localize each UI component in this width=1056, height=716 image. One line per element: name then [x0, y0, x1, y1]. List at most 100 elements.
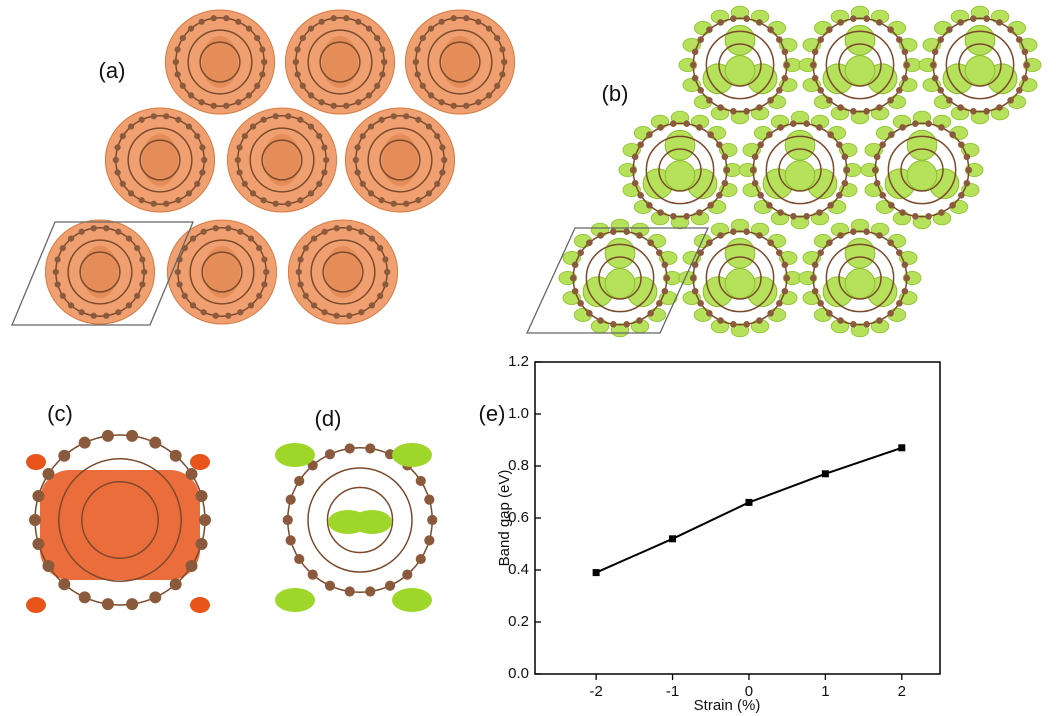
atom: [174, 71, 181, 78]
atom: [696, 124, 703, 131]
isosurface: [790, 110, 810, 125]
atom: [403, 113, 410, 120]
atom: [925, 120, 932, 128]
atom: [134, 292, 141, 300]
isosurface: [970, 5, 990, 20]
atom: [307, 190, 315, 197]
atom: [623, 320, 630, 328]
atom: [114, 144, 121, 151]
atom: [78, 228, 85, 235]
cage-ring: [887, 135, 957, 205]
atom: [127, 190, 135, 197]
atom: [743, 228, 750, 236]
atom: [115, 309, 122, 316]
isosurface: [844, 55, 876, 86]
atom: [946, 97, 953, 104]
atom: [749, 166, 757, 174]
atom: [434, 180, 441, 188]
atom: [903, 274, 911, 282]
atom: [256, 244, 263, 252]
atom: [963, 153, 971, 161]
atom: [379, 46, 386, 53]
atom: [125, 235, 133, 242]
atom: [876, 104, 883, 111]
atom: [272, 200, 279, 207]
atom: [631, 153, 639, 161]
cage-ring: [427, 29, 493, 95]
cage: [678, 5, 802, 125]
atom: [194, 132, 201, 140]
atom: [169, 449, 182, 462]
atom: [850, 228, 857, 236]
isosurface: [850, 5, 870, 20]
atom: [352, 156, 359, 164]
isosurface: [912, 110, 932, 125]
atom: [101, 429, 114, 442]
atom: [646, 131, 653, 138]
atom: [899, 124, 906, 131]
atom: [390, 200, 397, 207]
atom: [850, 15, 857, 23]
atom: [903, 61, 911, 69]
isosurface: [40, 470, 200, 580]
atom: [811, 48, 819, 56]
atom: [235, 18, 242, 25]
atom: [58, 449, 71, 462]
atom: [706, 310, 713, 317]
panel-label: (b): [602, 81, 629, 106]
atom: [90, 225, 97, 232]
atom: [661, 287, 669, 295]
atom: [631, 179, 639, 187]
atom: [261, 58, 268, 66]
cage: [284, 9, 396, 115]
cage-ring: [838, 43, 882, 87]
cage: [166, 219, 278, 325]
isosurface: [604, 237, 636, 269]
atom: [1007, 97, 1014, 104]
atom: [333, 225, 340, 232]
isosurface: [26, 597, 46, 613]
atom: [683, 212, 690, 220]
atom: [623, 228, 630, 236]
atom: [367, 190, 375, 197]
isosurface: [730, 110, 750, 125]
atom: [929, 61, 937, 69]
atom: [871, 166, 879, 174]
cage: [164, 9, 276, 115]
cage-ring: [322, 251, 364, 293]
atom: [225, 312, 232, 319]
atom: [958, 191, 965, 199]
cage-ring: [310, 239, 376, 305]
atom: [297, 197, 304, 204]
y-tick-label: 0.0: [508, 665, 529, 682]
cage: [678, 218, 802, 338]
atom: [194, 180, 201, 188]
atom: [260, 116, 267, 123]
atom: [781, 287, 789, 295]
atom: [359, 132, 366, 140]
atom: [425, 123, 433, 130]
atom: [723, 166, 731, 174]
atom: [716, 191, 723, 199]
atom: [790, 120, 797, 128]
atom: [59, 292, 66, 300]
atom: [346, 312, 353, 319]
atom: [494, 34, 501, 42]
isosurface: [906, 129, 938, 161]
atom: [333, 312, 340, 319]
isosurface: [730, 218, 750, 233]
atom: [837, 19, 844, 26]
atom: [115, 228, 122, 235]
atom: [310, 235, 318, 242]
atom: [777, 124, 784, 131]
cage-ring: [379, 139, 421, 181]
isosurface: [790, 215, 810, 230]
plot-frame: [534, 361, 941, 675]
cage: [918, 5, 1042, 125]
atom: [365, 92, 373, 99]
atom: [179, 34, 186, 42]
atom: [751, 153, 759, 161]
atom: [896, 299, 903, 307]
x-axis-label: Strain (%): [694, 697, 761, 714]
